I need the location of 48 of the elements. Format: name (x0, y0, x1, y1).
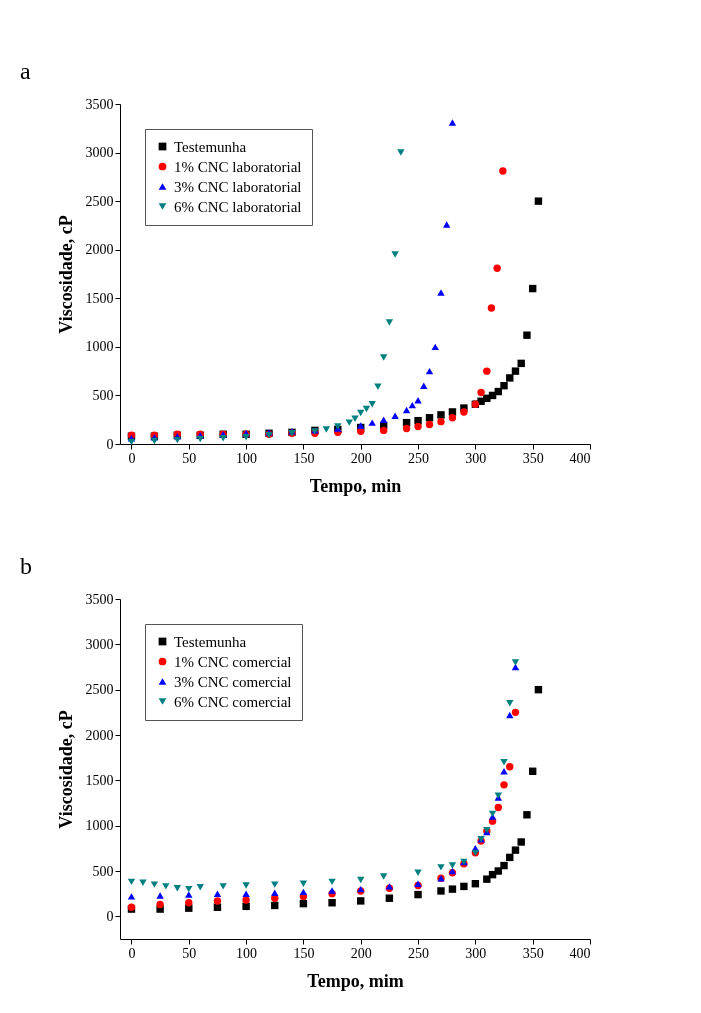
legend-label: 6% CNC comercial (174, 693, 292, 710)
x-tick-label: 200 (350, 450, 372, 466)
y-axis-title: Viscosidade, cP (55, 710, 76, 829)
y-tick-label: 500 (92, 387, 114, 403)
x-tick-label: 350 (522, 945, 544, 961)
x-tick-label: 250 (408, 945, 430, 961)
legend-label: 3% CNC laboratorial (174, 178, 302, 195)
y-tick-label: 500 (92, 863, 114, 879)
legend-label: 3% CNC comercial (174, 673, 292, 690)
x-axis-title: Tempo, mim (307, 970, 404, 991)
y-tick-label: 2500 (85, 682, 114, 698)
x-tick-label: 50 (182, 945, 197, 961)
y-tick-label: 1000 (85, 339, 114, 355)
x-tick-label: 200 (350, 945, 372, 961)
legend-label: 1% CNC comercial (174, 653, 292, 670)
y-tick-label: 1000 (85, 818, 114, 834)
x-tick-label: 100 (236, 945, 258, 961)
y-tick-label: 3500 (85, 591, 114, 607)
x-tick-label: 0 (128, 945, 136, 961)
y-tick-label: 3000 (85, 636, 114, 652)
x-tick-label: 150 (293, 450, 315, 466)
y-tick-label: 0 (106, 436, 114, 452)
legend-label: Testemunha (174, 138, 247, 155)
x-axis-title: Tempo, min (309, 475, 402, 496)
x-tick-label: 50 (182, 450, 197, 466)
x-tick-label: 300 (465, 945, 487, 961)
x-tick-label: 300 (465, 450, 487, 466)
y-tick-label: 1500 (85, 772, 114, 788)
x-tick-label: 100 (236, 450, 258, 466)
text: a (20, 58, 31, 84)
y-tick-label: 2000 (85, 242, 114, 258)
text: b (20, 553, 32, 579)
x-tick-label: 400 (569, 945, 591, 961)
y-tick-label: 1500 (85, 290, 114, 306)
legend-label: Testemunha (174, 633, 247, 650)
x-tick-label: 150 (293, 945, 315, 961)
y-axis-title: Viscosidade, cP (55, 215, 76, 334)
x-tick-label: 250 (408, 450, 430, 466)
y-tick-label: 2000 (85, 727, 114, 743)
y-tick-label: 0 (106, 908, 114, 924)
x-tick-label: 0 (128, 450, 136, 466)
x-tick-label: 400 (569, 450, 591, 466)
y-tick-label: 2500 (85, 193, 114, 209)
x-tick-label: 350 (522, 450, 544, 466)
legend-label: 6% CNC laboratorial (174, 198, 302, 215)
y-tick-label: 3500 (85, 96, 114, 112)
y-tick-label: 3000 (85, 145, 114, 161)
legend-label: 1% CNC laboratorial (174, 158, 302, 175)
